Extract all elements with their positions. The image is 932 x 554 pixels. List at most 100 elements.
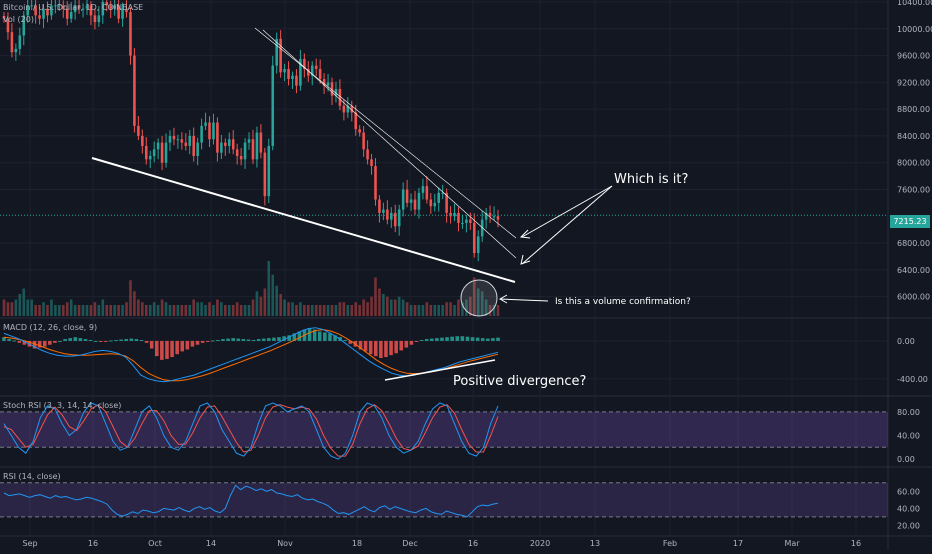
volume-bar — [220, 302, 223, 316]
candle-body — [220, 142, 223, 153]
macd-tick-label: 0.00 — [897, 337, 915, 346]
macd-signal-line — [3, 329, 499, 382]
candle-body — [58, 5, 61, 7]
candle-body — [461, 222, 464, 224]
stoch-tick-label: 80.00 — [897, 408, 920, 417]
candle-body — [386, 209, 389, 220]
rsi-line — [3, 484, 499, 518]
stoch-label: Stoch RSI (3, 3, 14, 14, close) — [3, 401, 122, 410]
volume-bar — [303, 305, 306, 316]
volume-bar — [65, 302, 69, 316]
macd-histogram-bar — [491, 338, 495, 341]
candle-body — [307, 68, 310, 76]
volume-bar — [164, 302, 168, 316]
macd-histogram-bar — [256, 339, 261, 341]
macd-histogram-bar — [149, 340, 154, 349]
candle-body — [484, 212, 488, 220]
volume-bar — [401, 299, 405, 316]
volume-bar — [358, 305, 361, 316]
volume-bar — [429, 305, 433, 316]
arrow-head — [498, 294, 508, 304]
candle-body — [65, 8, 69, 19]
macd-histogram-bar — [63, 339, 67, 341]
volume-bar — [54, 305, 57, 316]
volume-bar — [346, 305, 350, 316]
candle-body — [172, 135, 176, 140]
volume-bar — [445, 302, 448, 316]
macd-histogram-bar — [109, 340, 113, 342]
macd-histogram-bar — [241, 339, 246, 341]
volume-bar — [492, 305, 496, 316]
volume-bar — [26, 299, 29, 316]
macd-histogram-bar — [205, 340, 210, 342]
macd-label: MACD (12, 26, close, 9) — [3, 323, 98, 332]
volume-bar — [196, 302, 199, 316]
volume-bar — [421, 305, 425, 316]
volume-bar — [488, 305, 492, 316]
candle-body — [192, 135, 195, 156]
macd-histogram-bar — [32, 340, 37, 349]
macd-histogram-bar — [348, 340, 353, 344]
candle-body — [291, 75, 294, 79]
volume-bar — [366, 302, 369, 316]
macd-histogram-bar — [12, 340, 16, 342]
candle-body — [303, 58, 306, 69]
candle-body — [200, 125, 203, 143]
macd-histogram-bar — [144, 340, 149, 343]
volume-bar — [469, 296, 472, 316]
candle-body — [152, 149, 156, 156]
macd-histogram-bar — [114, 340, 118, 341]
macd-histogram-bar — [399, 340, 404, 351]
price-tick-label: 6000.00 — [897, 293, 930, 302]
candle-body — [255, 132, 259, 160]
macd-histogram-bar — [129, 338, 134, 341]
candle-body — [476, 236, 480, 254]
volume-bar — [413, 305, 417, 316]
macd-histogram-bar — [307, 328, 312, 341]
volume-bar — [243, 305, 247, 316]
volume-bar — [69, 299, 73, 316]
candle-body — [378, 199, 381, 213]
candle-body — [176, 139, 180, 141]
candle-body — [141, 135, 144, 146]
macd-histogram-bar — [221, 339, 225, 341]
volume-bar — [239, 305, 243, 316]
volume-bar — [275, 285, 278, 316]
volume-bar — [310, 305, 314, 316]
candle-body — [247, 139, 251, 143]
volume-bar — [2, 299, 6, 316]
candle-body — [480, 219, 484, 237]
volume-bar — [85, 305, 89, 316]
volume-bar — [58, 305, 61, 316]
candle-body — [397, 209, 401, 227]
macd-histogram-bar — [430, 338, 434, 341]
volume-bar — [453, 305, 456, 316]
time-axis-label: Nov — [277, 539, 293, 548]
macd-histogram-bar — [343, 340, 347, 341]
volume-bar — [184, 305, 188, 316]
volume-bar — [496, 305, 500, 316]
candle-body — [97, 15, 101, 23]
candle-body — [160, 142, 164, 163]
macd-histogram-bar — [93, 340, 98, 342]
time-axis-label: Dec — [402, 539, 417, 548]
volume-bar — [204, 305, 207, 316]
macd-histogram-bar — [104, 340, 108, 342]
time-axis-label: 18 — [352, 539, 362, 548]
candle-body — [188, 135, 192, 146]
candle-body — [370, 159, 373, 167]
volume-bar — [141, 302, 144, 316]
symbol-title: Bitcoin / U.S. Dollar, 1D, COINBASE — [3, 3, 144, 12]
macd-histogram-bar — [486, 338, 490, 341]
volume-bar — [259, 296, 263, 316]
candle-body — [156, 142, 160, 150]
candle-body — [231, 139, 235, 150]
candle-body — [216, 122, 219, 153]
macd-histogram-bar — [165, 340, 169, 359]
candle-body — [81, 8, 85, 10]
macd-histogram-bar — [363, 340, 368, 352]
macd-histogram-bar — [98, 340, 103, 342]
macd-histogram-bar — [88, 340, 93, 341]
macd-histogram-bar — [404, 340, 409, 348]
candle-body — [180, 139, 184, 143]
